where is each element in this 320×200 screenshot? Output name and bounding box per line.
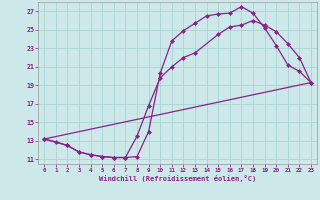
X-axis label: Windchill (Refroidissement éolien,°C): Windchill (Refroidissement éolien,°C) (99, 175, 256, 182)
